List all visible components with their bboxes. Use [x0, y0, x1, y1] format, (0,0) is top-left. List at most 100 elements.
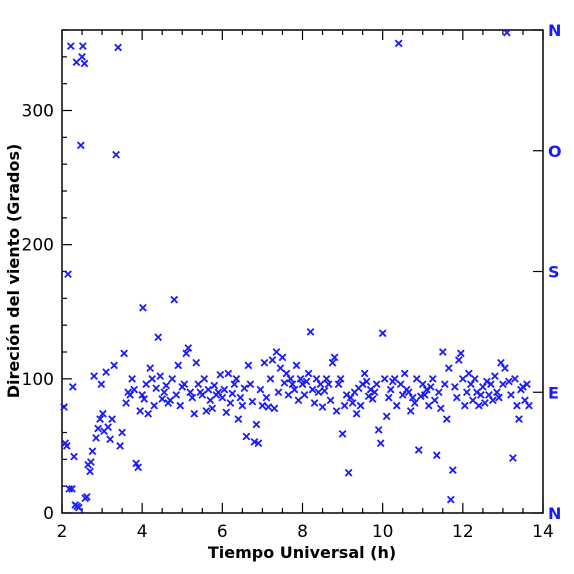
data-point [120, 349, 129, 358]
data-point [168, 374, 177, 383]
data-point [108, 415, 116, 423]
data-point [458, 374, 467, 383]
data-point [344, 468, 353, 477]
data-point [112, 150, 120, 159]
data-point [132, 459, 141, 468]
data-point [312, 374, 321, 383]
data-point [316, 380, 325, 389]
data-point [72, 58, 81, 67]
data-point [216, 370, 225, 379]
data-point [330, 353, 339, 362]
data-point [434, 388, 443, 397]
data-point [186, 388, 195, 397]
data-point [182, 349, 191, 358]
data-point [505, 377, 513, 386]
data-point [276, 364, 285, 372]
data-point [378, 329, 387, 338]
data-point [174, 361, 183, 370]
data-point [380, 374, 389, 383]
data-point [130, 385, 139, 394]
data-point [483, 377, 491, 386]
data-point [440, 380, 449, 389]
data-point [466, 380, 475, 389]
data-point [74, 503, 83, 512]
data-point [462, 388, 471, 397]
compass-labels: N E S O N [548, 21, 562, 523]
data-point [428, 374, 437, 383]
data-point [238, 401, 247, 410]
data-point [390, 374, 399, 383]
data-point [474, 401, 483, 410]
x-tick-label: 14 [532, 522, 554, 542]
data-point [138, 391, 147, 399]
x-tick-label: 10 [372, 522, 394, 542]
data-point [521, 396, 529, 405]
data-point [228, 389, 237, 398]
y-tick-label: 100 [22, 370, 54, 390]
y-tick-label: 200 [22, 236, 54, 256]
data-point [190, 409, 199, 418]
data-point [78, 52, 86, 61]
data-point [134, 463, 143, 472]
data-point [515, 415, 523, 423]
y-tick-labels: 0 100 200 300 [22, 102, 54, 525]
axis-ticks [61, 29, 544, 514]
data-point [94, 424, 102, 433]
data-point [306, 328, 315, 336]
data-point [414, 446, 423, 454]
data-point [188, 393, 197, 402]
data-point [64, 270, 72, 279]
data-point [314, 388, 323, 397]
data-point [172, 391, 181, 399]
x-tick-label: 4 [137, 522, 148, 542]
data-point [282, 369, 291, 378]
data-point [116, 442, 124, 450]
data-point [256, 385, 265, 394]
data-point [519, 383, 527, 391]
data-point [99, 409, 107, 418]
data-point [248, 397, 257, 406]
data-point [268, 356, 277, 364]
data-point [368, 395, 377, 403]
data-point [509, 454, 517, 462]
data-point [470, 374, 479, 383]
data-point [278, 353, 287, 362]
data-point [82, 493, 91, 501]
data-point [398, 391, 407, 399]
x-axis-title: Tiempo Universal (h) [208, 543, 396, 562]
data-point [340, 401, 349, 410]
data-point [476, 391, 485, 399]
data-point [487, 380, 495, 389]
data-point [346, 393, 355, 402]
data-point [352, 409, 361, 418]
data-point [60, 403, 68, 411]
data-point [142, 380, 151, 389]
data-point [376, 439, 385, 448]
data-point [234, 415, 243, 423]
data-point [252, 420, 261, 429]
data-point [208, 404, 217, 413]
data-point [102, 368, 110, 376]
data-point [258, 401, 267, 410]
y-axis-title: Direción del viento (Grados) [4, 144, 23, 399]
data-point [222, 408, 231, 417]
data-point [374, 425, 383, 434]
compass-label: S [548, 263, 560, 282]
compass-label: E [548, 383, 559, 402]
data-point [240, 384, 249, 393]
x-tick-label: 12 [452, 522, 474, 542]
data-point [104, 423, 112, 432]
data-point [97, 380, 106, 389]
data-point [485, 391, 493, 399]
data-point [396, 380, 405, 389]
data-point [499, 380, 507, 389]
data-point [226, 399, 235, 407]
data-point [122, 399, 131, 407]
data-point [300, 391, 309, 399]
data-point [296, 374, 305, 383]
data-point [362, 377, 371, 386]
data-point [324, 380, 333, 389]
data-point [88, 447, 97, 456]
data-point [170, 295, 179, 304]
